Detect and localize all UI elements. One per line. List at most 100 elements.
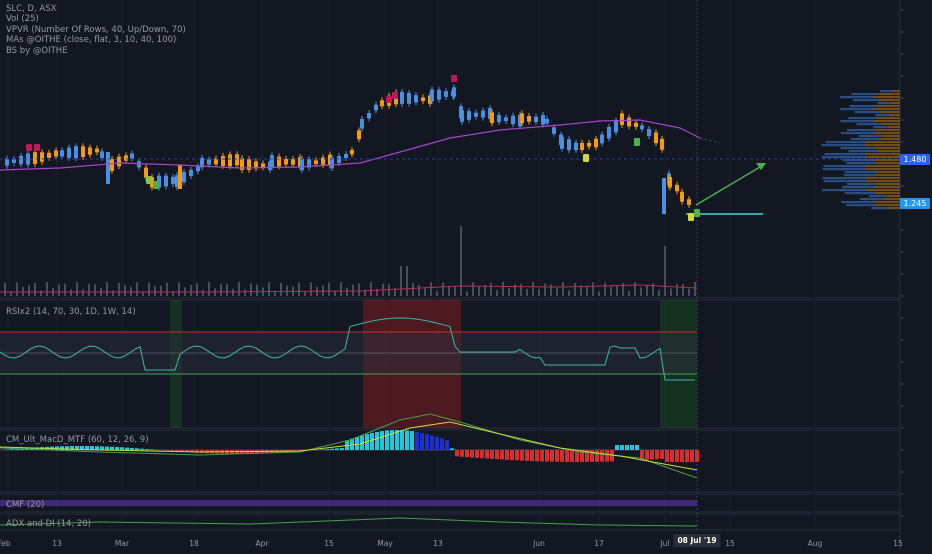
candle bbox=[662, 178, 666, 214]
volume-bar bbox=[94, 284, 96, 296]
macd-histogram-bar bbox=[495, 450, 499, 459]
vpvr-bar bbox=[865, 156, 900, 158]
candle bbox=[261, 163, 265, 167]
volume-bar bbox=[430, 282, 432, 296]
candle bbox=[452, 87, 456, 96]
candle bbox=[504, 117, 508, 121]
volume-bar bbox=[484, 285, 486, 296]
vpvr-bar bbox=[851, 93, 878, 95]
macd-histogram-bar bbox=[400, 430, 404, 450]
candle bbox=[490, 112, 494, 123]
candle bbox=[12, 159, 16, 163]
macd-histogram-bar bbox=[480, 450, 484, 458]
volume-bar bbox=[22, 287, 24, 296]
vpvr-bar bbox=[877, 117, 900, 119]
macd-histogram-bar bbox=[410, 431, 414, 450]
macd-histogram-bar bbox=[560, 450, 564, 462]
volume-bar bbox=[688, 289, 690, 296]
vpvr-bar bbox=[880, 123, 900, 125]
macd-histogram-bar bbox=[120, 447, 124, 450]
volume-bar bbox=[310, 282, 312, 296]
candle bbox=[360, 119, 364, 129]
symbol-label[interactable]: SLC, D, ASX bbox=[6, 4, 186, 14]
macd-histogram-bar bbox=[665, 450, 669, 462]
vpvr-bar bbox=[890, 102, 900, 104]
vpvr-bar bbox=[821, 144, 864, 146]
x-tick-label: 15 bbox=[893, 539, 903, 548]
buy-marker bbox=[694, 209, 700, 217]
macd-histogram-bar bbox=[380, 431, 384, 450]
vpvr-label[interactable]: VPVR (Number Of Rows, 40, Up/Down, 70) bbox=[6, 25, 186, 35]
candle bbox=[520, 113, 524, 123]
candle bbox=[437, 90, 441, 100]
macd-label[interactable]: CM_Ult_MacD_MTF (60, 12, 26, 9) bbox=[6, 435, 149, 445]
macd-histogram-bar bbox=[110, 447, 114, 450]
rsi-label[interactable]: RSIx2 (14, 70, 30, 1D, 1W, 14) bbox=[6, 307, 136, 317]
volume-bar bbox=[526, 289, 528, 296]
volume-bar bbox=[178, 282, 180, 296]
volume-bar bbox=[106, 282, 108, 296]
macd-histogram-bar bbox=[520, 450, 524, 461]
vpvr-bar bbox=[888, 126, 900, 128]
vpvr-bar bbox=[873, 132, 900, 134]
candle bbox=[74, 146, 78, 158]
macd-histogram-bar bbox=[450, 448, 454, 450]
mas-label[interactable]: MAs @OITHE (close, flat, 3, 10, 40, 100) bbox=[6, 35, 186, 45]
vpvr-bar bbox=[866, 180, 900, 182]
macd-histogram-bar bbox=[695, 450, 699, 462]
vpvr-bar bbox=[874, 201, 900, 203]
macd-histogram-bar bbox=[420, 433, 424, 450]
volume-bar bbox=[502, 282, 504, 296]
volume-bar bbox=[358, 283, 360, 296]
cmf-label[interactable]: CMF (20) bbox=[6, 500, 44, 510]
macd-histogram-bar bbox=[485, 450, 489, 459]
volume-bar bbox=[226, 284, 228, 296]
vpvr-bar bbox=[824, 180, 866, 182]
vpvr-bar bbox=[860, 198, 882, 200]
volume-bar bbox=[352, 285, 354, 296]
volume-bar bbox=[634, 282, 636, 296]
candle bbox=[314, 160, 318, 164]
volume-bar bbox=[640, 287, 642, 296]
vpvr-bar bbox=[865, 168, 900, 170]
candle bbox=[407, 93, 411, 104]
vpvr-bar bbox=[823, 165, 865, 167]
vpvr-bar bbox=[841, 132, 874, 134]
candle bbox=[207, 159, 211, 164]
candle bbox=[675, 185, 679, 191]
macd-histogram-bar bbox=[435, 437, 439, 450]
volume-bar bbox=[676, 284, 678, 296]
candle bbox=[627, 118, 631, 127]
macd-histogram-bar bbox=[100, 446, 104, 450]
candle bbox=[680, 192, 684, 202]
vol-label[interactable]: Vol (25) bbox=[6, 14, 186, 24]
candle bbox=[47, 153, 51, 158]
macd-histogram-bar bbox=[660, 450, 664, 459]
candle bbox=[106, 152, 110, 184]
volume-bar bbox=[520, 284, 522, 296]
macd-histogram-bar bbox=[490, 450, 494, 459]
macd-histogram-bar bbox=[170, 450, 174, 451]
vpvr-bar bbox=[876, 204, 900, 206]
macd-histogram-bar bbox=[625, 445, 629, 450]
candle bbox=[171, 177, 175, 184]
candle bbox=[291, 159, 295, 165]
volume-bar bbox=[412, 283, 414, 296]
macd-histogram-bar bbox=[340, 448, 344, 450]
vpvr-bar bbox=[873, 108, 900, 110]
bs-label[interactable]: BS by @OITHE bbox=[6, 46, 186, 56]
adx-label[interactable]: ADX and DI (14, 20) bbox=[6, 519, 91, 529]
volume-bar bbox=[244, 290, 246, 296]
x-tick-label: 13 bbox=[52, 539, 62, 548]
vpvr-bar bbox=[881, 135, 900, 137]
macd-histogram-bar bbox=[335, 448, 339, 450]
vpvr-bar bbox=[882, 198, 900, 200]
vpvr-bar bbox=[859, 135, 882, 137]
volume-bar bbox=[550, 284, 552, 296]
vpvr-bar bbox=[840, 120, 873, 122]
vpvr-bar bbox=[845, 192, 875, 194]
candle bbox=[367, 113, 371, 118]
volume-bar bbox=[250, 283, 252, 296]
